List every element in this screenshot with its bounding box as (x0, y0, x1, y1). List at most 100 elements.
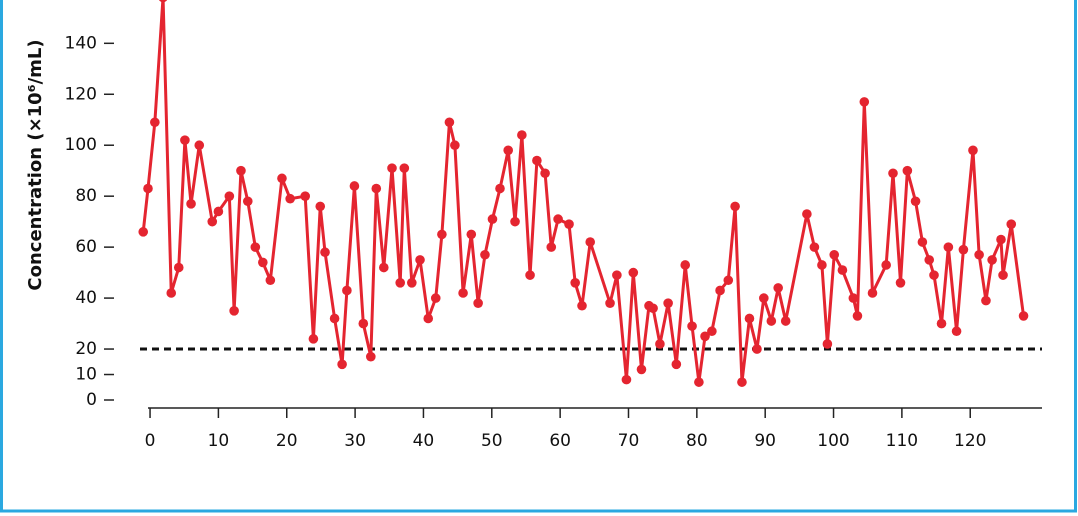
data-point (663, 298, 673, 308)
data-point (924, 255, 935, 265)
data-point (258, 257, 268, 268)
data-point (265, 275, 276, 286)
y-tick-label: 100 (65, 135, 97, 155)
data-point (250, 242, 261, 252)
data-point (342, 285, 352, 296)
data-point (1006, 219, 1017, 230)
x-tick-label: 60 (549, 431, 571, 451)
data-point (680, 260, 691, 270)
data-point (974, 249, 984, 260)
data-point (503, 145, 513, 156)
data-point (277, 173, 287, 184)
data-point (570, 278, 580, 288)
data-point (395, 278, 406, 288)
data-point (358, 318, 369, 329)
data-point (910, 196, 921, 207)
data-point (852, 311, 863, 321)
data-point (987, 255, 997, 265)
x-tick-label: 10 (208, 431, 230, 451)
data-point (480, 249, 490, 260)
y-tick-label: 0 (86, 390, 97, 410)
data-point (752, 344, 762, 354)
data-point (700, 331, 710, 342)
data-point (242, 196, 253, 207)
data-point (744, 313, 755, 324)
data-point (285, 193, 295, 204)
data-point (621, 374, 632, 385)
data-point (648, 303, 658, 314)
data-point (837, 265, 848, 275)
data-point (996, 234, 1006, 245)
data-point (929, 270, 939, 280)
data-point (366, 351, 376, 362)
data-point (936, 318, 947, 329)
data-point (881, 260, 891, 270)
data-point (859, 97, 870, 107)
data-point (329, 313, 340, 324)
x-tick-label: 100 (817, 431, 849, 451)
data-point (737, 377, 747, 387)
data-point (532, 155, 542, 166)
data-point (236, 165, 246, 176)
x-tick-label: 0 (145, 431, 156, 451)
data-point (1018, 311, 1029, 321)
data-point (487, 214, 498, 224)
data-point (194, 140, 205, 151)
data-point (510, 216, 520, 227)
data-point (308, 334, 319, 344)
data-point (143, 183, 153, 194)
y-tick-label: 60 (75, 237, 97, 257)
data-point (687, 321, 697, 331)
data-point (867, 288, 878, 298)
data-point (809, 242, 820, 252)
data-point (564, 219, 574, 230)
data-point (229, 306, 239, 316)
data-point (473, 298, 483, 308)
data-point (407, 278, 417, 288)
data-point (546, 242, 557, 252)
x-tick-label: 70 (618, 431, 640, 451)
data-point (495, 183, 505, 194)
data-point (525, 270, 535, 280)
data-point (387, 163, 397, 173)
data-point (759, 293, 769, 303)
data-point (166, 288, 177, 298)
data-point (730, 201, 740, 212)
data-point (829, 249, 840, 260)
y-tick-label: 40 (75, 288, 97, 308)
data-point (848, 293, 859, 303)
data-point (577, 300, 587, 311)
data-point (430, 293, 441, 303)
data-point (817, 260, 827, 270)
y-axis-label: Concentration (×10⁶/mL) (25, 39, 46, 290)
data-point (888, 168, 898, 179)
data-point (444, 117, 455, 128)
data-point (517, 130, 527, 140)
x-tick-label: 80 (686, 431, 708, 451)
data-point (628, 267, 639, 278)
data-line (141, 0, 1026, 384)
data-point (437, 229, 447, 240)
data-point (802, 209, 812, 219)
data-point (822, 339, 833, 349)
data-point (213, 206, 224, 217)
data-point (180, 135, 190, 145)
y-tick-label: 140 (65, 33, 97, 53)
data-point (902, 165, 913, 176)
data-point (300, 191, 311, 201)
data-point (723, 275, 734, 286)
data-point (458, 288, 468, 298)
data-point (773, 283, 783, 293)
data-point (605, 298, 615, 308)
data-point (958, 244, 969, 255)
data-point (655, 339, 665, 349)
y-tick-label: 20 (75, 339, 97, 359)
data-point (379, 262, 389, 273)
data-point (150, 117, 160, 128)
data-point (766, 316, 777, 326)
x-tick-label: 50 (481, 431, 503, 451)
data-point (968, 145, 978, 156)
y-tick-label: 10 (75, 365, 97, 385)
